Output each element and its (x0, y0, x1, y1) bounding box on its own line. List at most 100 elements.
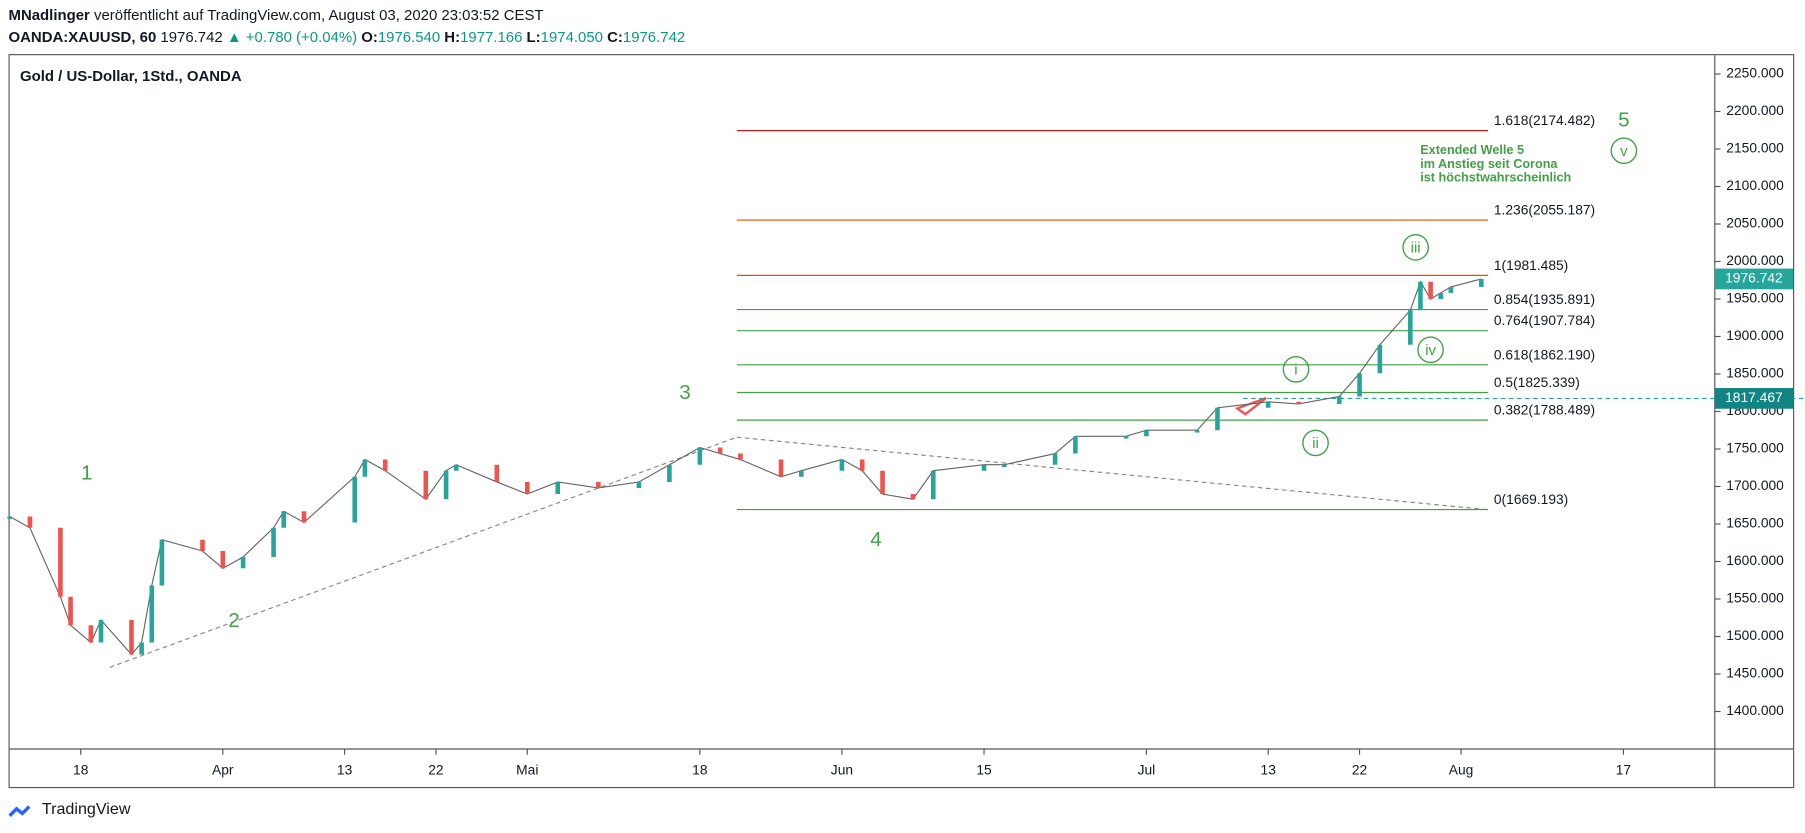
x-tick-label: Jul (1138, 763, 1156, 778)
y-tick-label: 1950.000 (1726, 291, 1784, 306)
candle (1377, 344, 1383, 374)
candle (88, 625, 94, 643)
candle (596, 481, 601, 488)
y-tick-label: 1900.000 (1726, 328, 1784, 343)
candle (1448, 286, 1454, 293)
symbol: OANDA:XAUUSD, 60 (9, 29, 157, 46)
sub-wave-label: ii (1312, 435, 1319, 452)
candle (1002, 464, 1007, 468)
candle (1296, 401, 1301, 405)
y-tick-label: 2000.000 (1726, 253, 1784, 268)
l: 1974.050 (541, 29, 603, 46)
trend-line (109, 436, 738, 668)
fib-label: 0.5(1825.339) (1494, 375, 1580, 390)
marker-tag-label: 1817.467 (1725, 390, 1783, 405)
annotation: ist höchstwahrscheinlich (1420, 171, 1571, 185)
x-tick-label: Mai (516, 763, 538, 778)
change: ▲ +0.780 (+0.04%) (227, 29, 357, 46)
candle (220, 551, 226, 569)
fib-label: 1(1981.485) (1494, 258, 1568, 273)
candle (271, 527, 276, 558)
candle (1123, 436, 1129, 439)
published: veröffentlicht auf TradingView.com, Augu… (94, 7, 544, 24)
fib-label: 0.618(1862.190) (1494, 347, 1595, 362)
y-tick-label: 2200.000 (1726, 103, 1784, 118)
candle (1418, 281, 1423, 311)
h: 1977.166 (460, 29, 522, 46)
frame (8, 54, 1795, 789)
marker-tag (1714, 388, 1794, 409)
candle (443, 470, 449, 500)
wave-label: 5 (1618, 108, 1630, 131)
candle (524, 481, 530, 494)
x-tick-label: 13 (1261, 763, 1277, 778)
y-tick-label: 2100.000 (1726, 178, 1784, 193)
o-label: O: (361, 29, 378, 46)
candle (1428, 281, 1433, 299)
candle (778, 459, 784, 477)
x-tick-label: Aug (1449, 763, 1474, 778)
candle (149, 585, 155, 643)
candle (68, 596, 73, 626)
candle (301, 511, 307, 523)
candle (1357, 373, 1362, 397)
candle (981, 464, 987, 471)
y-tick-label: 1650.000 (1726, 516, 1784, 531)
candle (98, 620, 104, 643)
candle (799, 470, 804, 477)
header-line: MNadlinger veröffentlicht auf TradingVie… (9, 7, 544, 24)
candle (1479, 278, 1484, 287)
sub-wave-label: iii (1411, 239, 1421, 256)
candle (453, 464, 459, 471)
candle (58, 527, 63, 597)
y-tick-label: 1700.000 (1726, 478, 1784, 493)
candle (1438, 292, 1444, 299)
candle (382, 459, 388, 471)
x-tick-label: 17 (1616, 763, 1631, 778)
candle (352, 476, 358, 523)
candle (240, 557, 246, 569)
candle (839, 459, 845, 471)
annotation: Extended Welle 5 (1420, 143, 1524, 157)
candle (362, 459, 368, 477)
candle (717, 447, 723, 454)
x-tick-label: 22 (1352, 763, 1367, 778)
candle (494, 464, 500, 482)
y-tick-label: 1500.000 (1726, 628, 1784, 643)
sub-wave-label: i (1294, 361, 1297, 378)
price-line (9, 278, 1482, 656)
wave-label: 3 (679, 381, 691, 404)
candle (1052, 453, 1058, 465)
author: MNadlinger (9, 7, 91, 24)
sub-wave-circle (1417, 336, 1444, 364)
x-tick-label: 22 (428, 763, 443, 778)
trend-line (736, 436, 1489, 511)
annotation: im Anstieg seit Corona (1420, 157, 1558, 171)
fib-label: 0.854(1935.891) (1494, 292, 1595, 307)
fib-label: 1.618(2174.482) (1494, 113, 1595, 128)
last-tag (1714, 268, 1794, 290)
candle (7, 516, 12, 519)
y-tick-label: 1750.000 (1726, 441, 1784, 456)
x-tick-label: 13 (337, 763, 353, 778)
fib-label: 1.236(2055.187) (1494, 203, 1595, 218)
candle (910, 493, 916, 500)
x-tick-label: Apr (212, 763, 234, 778)
y-tick-label: 1450.000 (1726, 666, 1784, 681)
ohlc-line: OANDA:XAUUSD, 60 1976.742 ▲ +0.780 (+0.0… (9, 29, 686, 46)
y-tick-label: 2150.000 (1726, 141, 1784, 156)
logo (8, 805, 31, 817)
candle (667, 464, 672, 482)
candle (1408, 310, 1413, 345)
candle (880, 470, 885, 494)
sub-wave-circle (1302, 429, 1329, 457)
fib-label: 0.382(1788.489) (1494, 403, 1595, 418)
candle (697, 447, 703, 465)
candle (423, 470, 429, 500)
candle (859, 459, 865, 471)
sub-wave-circle (1402, 234, 1429, 261)
wave-label: 2 (228, 609, 240, 632)
wave-label: 1 (81, 461, 93, 484)
candle (1144, 430, 1149, 437)
